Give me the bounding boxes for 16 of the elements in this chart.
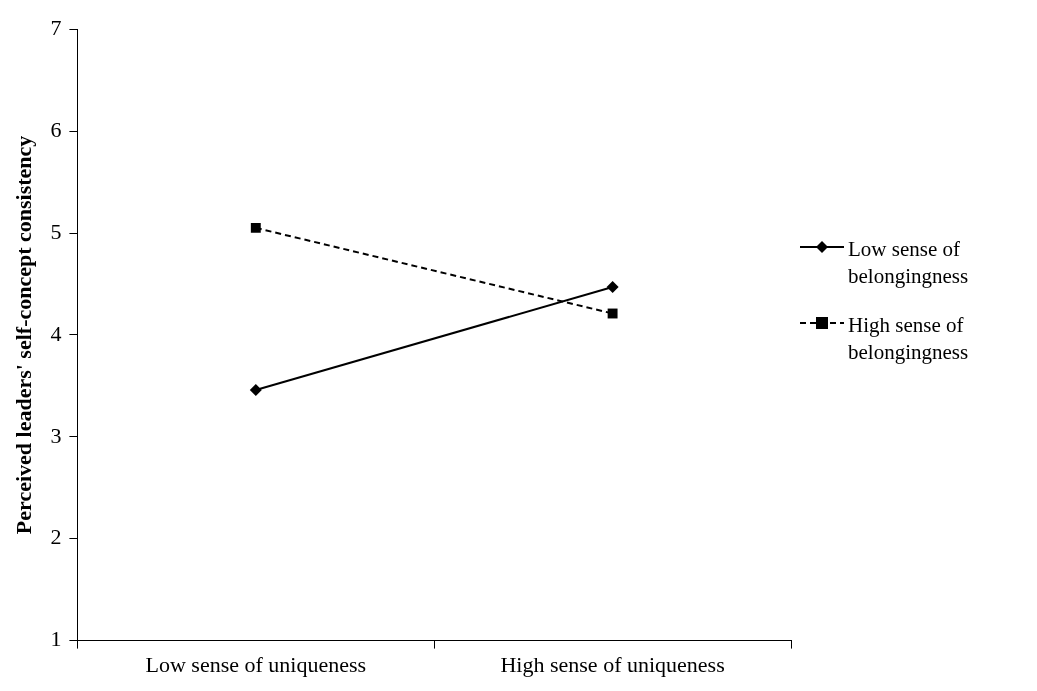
y-tick-label: 2 <box>50 524 62 550</box>
y-axis-title: Perceived leaders' self-concept consistency <box>10 135 36 535</box>
y-tick-label: 3 <box>50 422 62 448</box>
y-tick-label: 6 <box>50 116 62 142</box>
x-tick-label: High sense of uniqueness <box>500 651 725 677</box>
point <box>606 281 619 294</box>
y-tick-label: 5 <box>50 218 62 244</box>
y-tick-label: 7 <box>50 14 62 40</box>
point <box>250 222 261 233</box>
point <box>607 308 618 319</box>
point <box>249 383 262 396</box>
legend-label: Low sense of belongingness <box>848 235 970 290</box>
y-tick-label: 1 <box>50 626 62 652</box>
y-tick-label: 4 <box>50 320 62 346</box>
x-tick-label: Low sense of uniqueness <box>145 651 367 677</box>
legend-label: High sense of belongingness <box>848 311 970 366</box>
